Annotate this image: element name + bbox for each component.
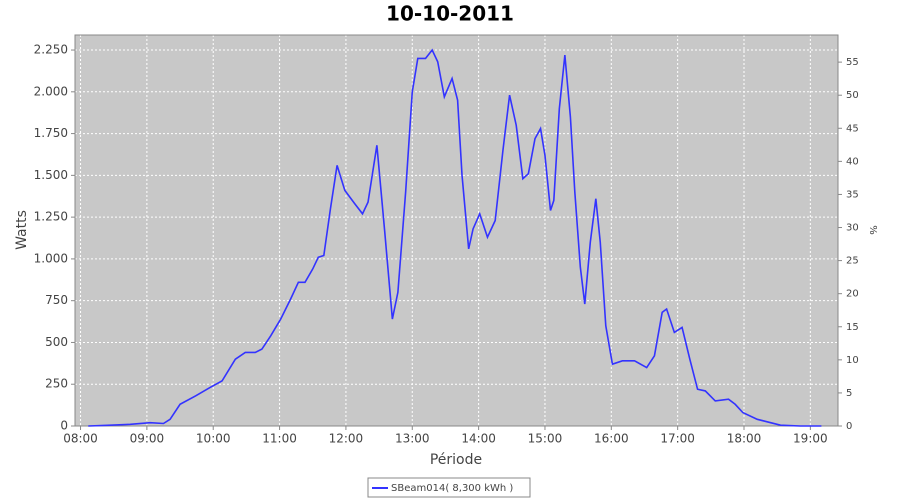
x-tick-label: 11:00 [262,432,297,446]
y2-tick-label: 55 [846,57,859,68]
x-tick-label: 19:00 [793,432,828,446]
y2-tick-label: 35 [846,189,859,200]
y2-tick-label: 50 [846,90,859,101]
y-tick-label: 750 [45,293,68,307]
y2-tick-label: 45 [846,123,859,134]
chart-title: 10-10-2011 [386,2,514,26]
x-axis-label: Période [430,452,482,468]
y-tick-label: 2.000 [34,84,68,98]
x-tick-label: 10:00 [196,432,231,446]
plot-border [74,34,839,427]
y-tick-label: 500 [45,335,68,349]
x-tick-label: 16:00 [594,432,629,446]
x-tick-label: 17:00 [660,432,695,446]
y2-axis-label: % [867,225,878,235]
y2-tick-label: 10 [846,355,859,366]
plot-area [75,35,838,426]
y2-tick-label: 5 [846,388,852,399]
y2-tick-label: 0 [846,421,852,432]
x-tick-label: 13:00 [395,432,430,446]
y-tick-label: 2.250 [34,43,68,57]
x-tick-label: 14:00 [461,432,496,446]
x-tick-label: 15:00 [528,432,563,446]
y2-tick-label: 30 [846,223,859,234]
y2-tick-label: 15 [846,322,859,333]
y-tick-label: 1.750 [34,126,68,140]
y2-tick-label: 20 [846,289,859,300]
legend [367,477,531,498]
y-tick-label: 0 [60,419,68,433]
y-tick-label: 1.000 [34,251,68,265]
y-tick-label: 250 [45,377,68,391]
y2-tick-label: 40 [846,156,859,167]
x-tick-label: 08:00 [63,432,98,446]
data-line [88,48,822,427]
x-tick-label: 12:00 [329,432,364,446]
x-tick-label: 09:00 [130,432,165,446]
y-tick-label: 1.500 [34,168,68,182]
y2-tick-label: 25 [846,256,859,267]
y-tick-label: 1.250 [34,210,68,224]
y-axis-label: Watts [14,210,30,250]
legend-label: SBeam014( 8,300 kWh ) [391,483,513,494]
x-tick-label: 18:00 [727,432,762,446]
